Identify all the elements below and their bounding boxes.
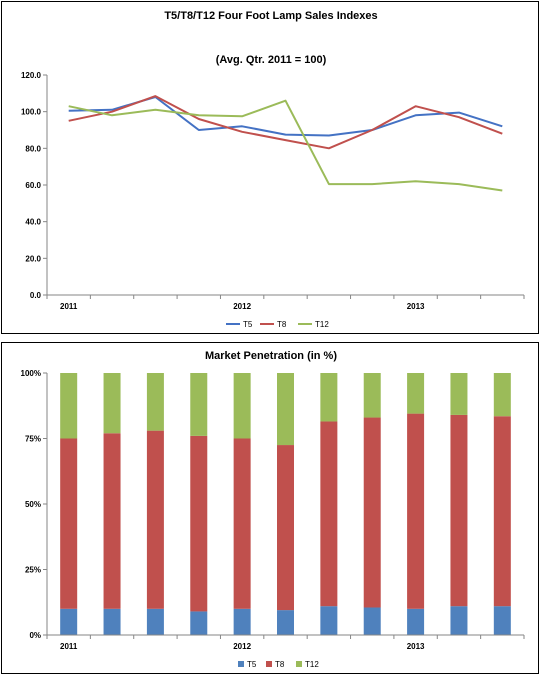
line-chart: T5/T8/T12 Four Foot Lamp Sales Indexes (… xyxy=(21,10,525,329)
bar-segment-t5 xyxy=(190,611,208,635)
series-line-t12 xyxy=(68,99,503,192)
y-tick-label: 50% xyxy=(25,500,41,509)
y-tick-label: 80.0 xyxy=(25,144,41,153)
bar-segment-t12 xyxy=(103,373,121,434)
x-tick-label: 2013 xyxy=(407,302,425,311)
bar-segment-t8 xyxy=(103,433,121,609)
bar-segment-t12 xyxy=(146,373,164,431)
legend-label: T12 xyxy=(305,660,319,669)
chart-title: T5/T8/T12 Four Foot Lamp Sales Indexes xyxy=(164,10,377,22)
bar-segment-t12 xyxy=(190,373,208,436)
y-tick-label: 40.0 xyxy=(25,218,41,227)
legend-label: T12 xyxy=(315,320,329,329)
chart-title: Market Penetration (in %) xyxy=(205,350,337,362)
legend-label: T8 xyxy=(275,660,285,669)
bar-segment-t8 xyxy=(233,438,251,609)
y-tick-label: 120.0 xyxy=(21,71,42,80)
bar-segment-t12 xyxy=(320,373,338,422)
y-tick-label: 100% xyxy=(21,369,41,378)
series-line-t8 xyxy=(68,95,503,150)
bar-segment-t12 xyxy=(233,373,251,439)
legend-swatch-t5 xyxy=(238,661,244,667)
stacked-bar-chart: Market Penetration (in %) 0% 25% 50% 75% 100… xyxy=(21,350,525,669)
bar-segment-t12 xyxy=(277,373,294,446)
bar-segment-t5 xyxy=(146,608,164,635)
x-tick-label: 2011 xyxy=(60,302,78,311)
bar-segment-t8 xyxy=(493,416,511,607)
bar-segment-t5 xyxy=(277,610,294,635)
bar-segment-t12 xyxy=(450,373,468,415)
bar-segment-t8 xyxy=(190,435,208,612)
bar-segment-t12 xyxy=(493,373,511,417)
bar-segment-t5 xyxy=(320,606,338,635)
y-tick-label: 20.0 xyxy=(25,254,41,263)
stacked-bar-chart-panel: Market Penetration (in %) 0% 25% 50% 75% 100… xyxy=(1,342,539,674)
y-tick-label: 0.0 xyxy=(30,291,42,300)
bar-segment-t12 xyxy=(363,373,381,418)
x-tick-label: 2013 xyxy=(407,642,425,651)
bar-segment-t12 xyxy=(60,373,78,439)
bar-segment-t5 xyxy=(493,606,511,635)
x-tick-label: 2012 xyxy=(233,642,251,651)
y-tick-label: 25% xyxy=(25,566,41,575)
bar-segment-t8 xyxy=(363,417,381,608)
y-tick-label: 75% xyxy=(25,435,41,444)
bar-segment-t8 xyxy=(407,413,425,609)
bar-segment-t5 xyxy=(233,608,251,635)
legend-label: T5 xyxy=(247,660,257,669)
bar-segment-t5 xyxy=(450,606,468,635)
bar-segment-t5 xyxy=(60,608,78,635)
legend-swatch-t8 xyxy=(266,661,272,667)
bar-segment-t5 xyxy=(407,608,425,635)
chart-subtitle: (Avg. Qtr. 2011 = 100) xyxy=(216,54,327,66)
bar-segment-t8 xyxy=(60,438,78,609)
bar-segment-t8 xyxy=(450,414,468,607)
legend-swatch-t12 xyxy=(296,661,302,667)
bar-segment-t8 xyxy=(146,430,164,609)
line-chart-panel: T5/T8/T12 Four Foot Lamp Sales Indexes (… xyxy=(1,1,539,334)
y-tick-label: 60.0 xyxy=(25,181,41,190)
x-tick-label: 2012 xyxy=(233,302,251,311)
legend-label: T8 xyxy=(277,320,287,329)
x-tick-label: 2011 xyxy=(60,642,78,651)
y-tick-label: 100.0 xyxy=(21,108,42,117)
bar-segment-t8 xyxy=(277,445,294,611)
legend-label: T5 xyxy=(243,320,253,329)
bar-segment-t5 xyxy=(103,608,121,635)
bar-segment-t5 xyxy=(363,607,381,635)
bar-segment-t8 xyxy=(320,421,338,607)
y-tick-label: 0% xyxy=(29,631,41,640)
bar-segment-t12 xyxy=(407,373,425,414)
